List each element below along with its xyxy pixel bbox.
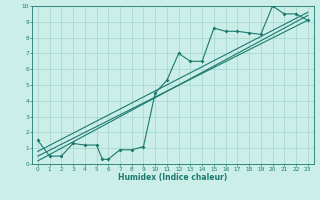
Point xyxy=(305,19,310,22)
Point xyxy=(293,12,299,16)
Point xyxy=(129,148,134,151)
Point xyxy=(246,31,252,34)
Point xyxy=(188,60,193,63)
Point xyxy=(35,139,40,142)
Point xyxy=(106,158,111,161)
Point xyxy=(70,142,76,145)
Point xyxy=(270,4,275,8)
Point xyxy=(200,60,205,63)
Point xyxy=(211,27,216,30)
Point xyxy=(282,12,287,16)
Point xyxy=(258,33,263,36)
Point xyxy=(117,148,123,151)
Point xyxy=(94,143,99,147)
Point xyxy=(223,30,228,33)
Point xyxy=(235,30,240,33)
Point xyxy=(164,79,170,82)
Point xyxy=(47,155,52,158)
Point xyxy=(82,143,87,147)
Point xyxy=(59,155,64,158)
Point xyxy=(176,52,181,55)
Point xyxy=(100,158,105,161)
Point xyxy=(141,145,146,148)
X-axis label: Humidex (Indice chaleur): Humidex (Indice chaleur) xyxy=(118,173,228,182)
Point xyxy=(153,91,158,95)
